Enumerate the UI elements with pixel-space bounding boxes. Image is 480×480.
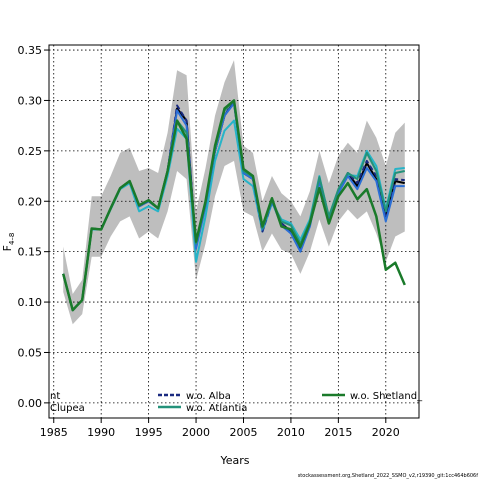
x-tick-label: 1995 <box>135 426 163 439</box>
y-tick-label: 0.30 <box>18 94 43 107</box>
y-tick-label: 0.05 <box>18 346 43 359</box>
axes: 1985 1990 1995 2000 2005 2010 2015 2020 0.00 0.05… <box>18 44 400 439</box>
y-axis-title-main: F <box>1 245 14 251</box>
x-tick-label: 2005 <box>229 426 257 439</box>
series-line-6 <box>62 99 406 312</box>
x-tick-label: 1990 <box>87 426 115 439</box>
x-tick-label: 2000 <box>182 426 210 439</box>
x-tick-label: 2010 <box>277 426 305 439</box>
footer-source: stockassessment.org,Shetland_2022_SSMO_v… <box>298 473 479 479</box>
y-axis-title: F4–8 <box>1 233 16 252</box>
y-tick-label: 0.25 <box>18 145 43 158</box>
y-tick-label: 0.00 <box>18 397 43 410</box>
legend-label-3: w.o. Shetland_ <box>350 391 423 402</box>
plot-frame <box>48 44 420 419</box>
legend-left-label-1: nt <box>50 391 60 402</box>
legend-left-label-2: Clupea <box>50 403 85 414</box>
y-tick-label: 0.20 <box>18 195 43 208</box>
legend-label-2: w.o. Atlantia <box>186 403 247 414</box>
y-tick-label: 0.15 <box>18 246 43 259</box>
x-axis-title: Years <box>219 454 249 467</box>
y-tick-label: 0.10 <box>18 296 43 309</box>
x-tick-label: 2015 <box>324 426 352 439</box>
svg-text:F4–8: F4–8 <box>1 233 16 252</box>
y-axis-title-subscript: 4–8 <box>8 233 16 245</box>
x-tick-label: 2020 <box>372 426 400 439</box>
y-tick-label: 0.35 <box>18 44 43 57</box>
x-tick-label: 1985 <box>40 426 68 439</box>
series-lines <box>62 99 406 312</box>
legend-label-1: w.o. Alba <box>186 391 231 402</box>
